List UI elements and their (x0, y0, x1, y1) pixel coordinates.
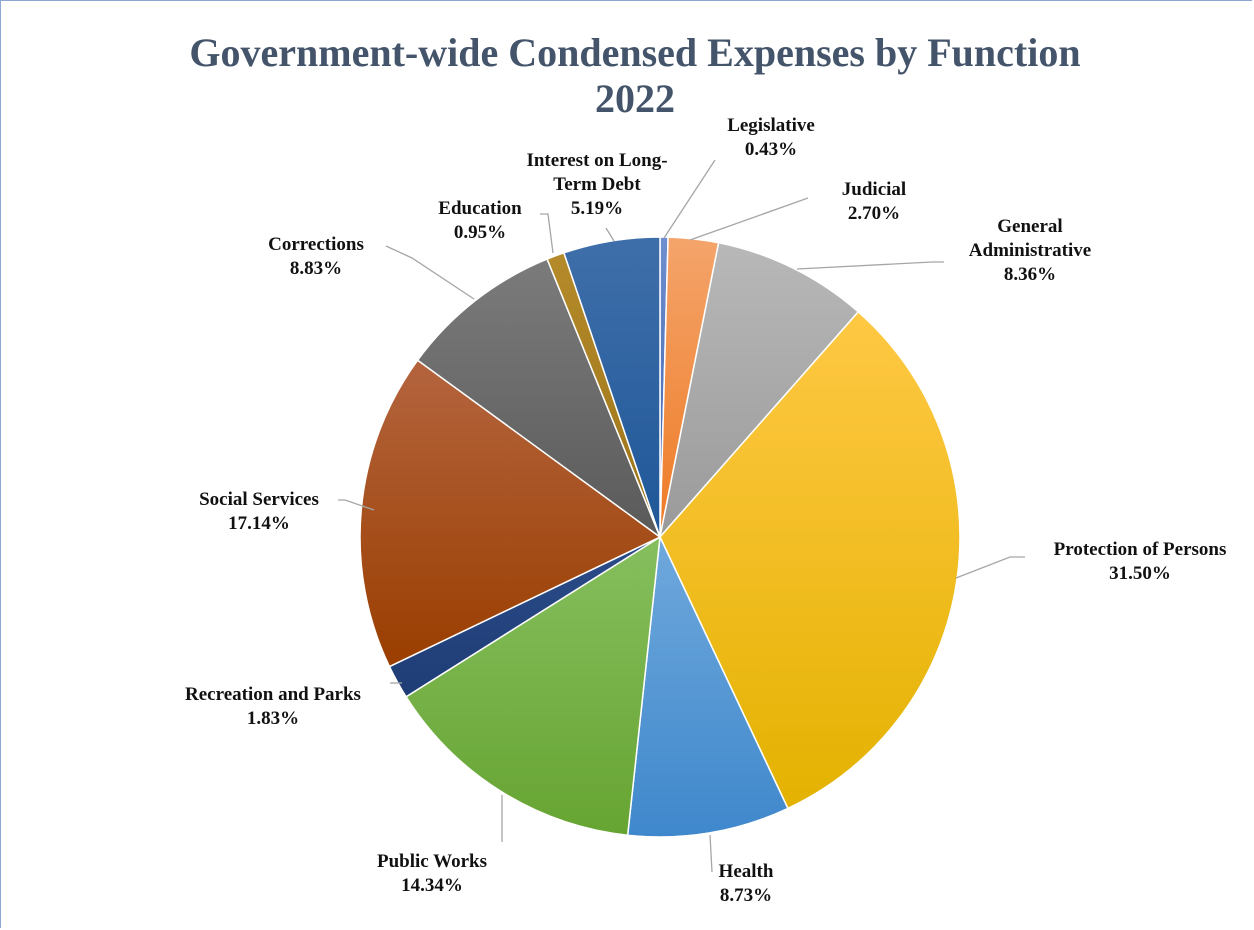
slice-name: Term Debt (553, 174, 641, 195)
slice-label: General Administrative 8.36% (969, 216, 1091, 285)
pie-slice-corrections (416, 258, 662, 540)
leader-line (605, 227, 615, 242)
leader-lines (338, 159, 1025, 873)
slice-percent: 8.83% (290, 258, 342, 279)
leader-line (955, 556, 1025, 579)
slice-name: Administrative (969, 240, 1091, 261)
leader-line (709, 834, 713, 873)
slice-name: Protection of Persons (1054, 539, 1227, 560)
slice-name: Legislative (727, 115, 815, 136)
slice-name: General (997, 216, 1062, 237)
pie-slice-public-works (405, 535, 661, 837)
slice-percent: 14.34% (401, 875, 463, 896)
slice-label: Education 0.95% (438, 198, 522, 243)
slice-label: Judicial 2.70% (842, 179, 906, 224)
leader-line (338, 499, 375, 511)
slice-percent: 1.83% (247, 708, 299, 729)
slice-name: Education (438, 198, 522, 219)
leader-line (689, 197, 809, 241)
slice-label: Health 8.73% (719, 861, 774, 906)
slice-label: Recreation and Parks 1.83% (185, 684, 361, 729)
slice-name: Recreation and Parks (185, 684, 361, 705)
slice-percent: 2.70% (848, 203, 900, 224)
pie-slice-protection-of-persons (659, 310, 961, 810)
pie-slice-interest-on-long-term-debt (562, 236, 661, 538)
chart-title: Government-wide Condensed Expenses by Fu… (0, 30, 1254, 122)
slice-percent: 0.95% (454, 222, 506, 243)
slice-name: Corrections (268, 234, 364, 255)
slice-percent: 17.14% (228, 513, 290, 534)
chart-title-line-2: 2022 (595, 76, 675, 121)
slice-percent: 8.36% (1004, 264, 1056, 285)
leader-line (796, 261, 944, 270)
slice-percent: 31.50% (1109, 563, 1171, 584)
slice-percent: 0.43% (745, 139, 797, 160)
leader-line (540, 213, 554, 254)
pie-slice-health (626, 534, 789, 838)
slice-label: Public Works 14.34% (377, 851, 487, 896)
pie-slice-social-services (359, 359, 662, 668)
slice-percent: 8.73% (720, 885, 772, 906)
slice-name: Judicial (842, 179, 906, 200)
pie-slice-general-administrative (658, 241, 860, 540)
leader-line (385, 245, 475, 300)
chart-title-line-1: Government-wide Condensed Expenses by Fu… (189, 30, 1081, 75)
slice-label: Legislative 0.43% (727, 115, 815, 160)
slice-labels: Legislative 0.43% Judicial 2.70% General Admi… (185, 115, 1226, 906)
slice-label: Interest on Long- Term Debt 5.19% (526, 150, 667, 219)
slice-name: Health (719, 861, 774, 882)
slice-label: Social Services 17.14% (199, 489, 319, 534)
pie-slices (359, 236, 961, 838)
slice-name: Interest on Long- (526, 150, 667, 171)
slice-percent: 5.19% (571, 198, 623, 219)
leader-line (663, 159, 716, 239)
slice-name: Social Services (199, 489, 319, 510)
slice-label: Protection of Persons 31.50% (1054, 539, 1227, 584)
slice-name: Public Works (377, 851, 487, 872)
slice-label: Corrections 8.83% (268, 234, 364, 279)
